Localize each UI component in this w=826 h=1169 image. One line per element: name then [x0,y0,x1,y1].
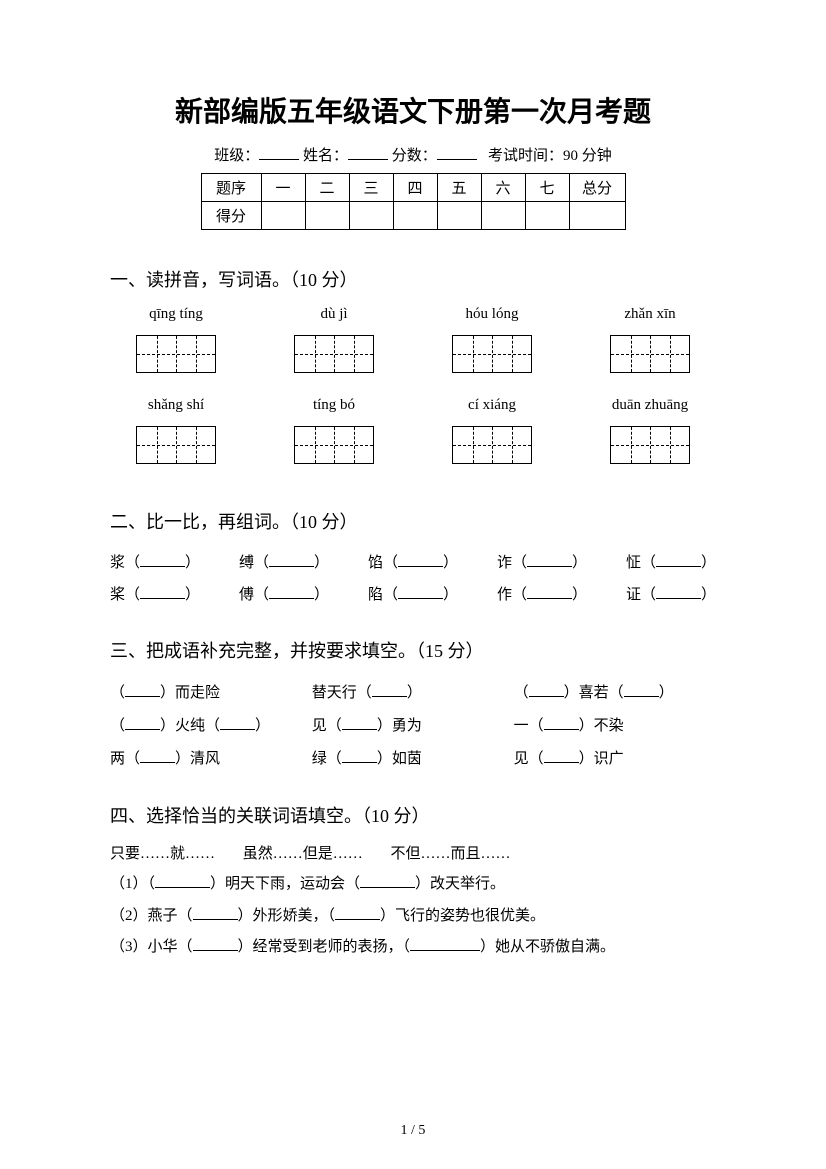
q4-options: 只要……就…… 虽然……但是…… 不但……而且…… [110,842,716,863]
score-label: 分数： [392,148,437,164]
char-box [136,335,216,373]
q2-heading: 二、比一比，再组词。（10 分） [110,508,716,534]
class-label: 班级： [214,148,259,164]
q3-heading: 三、把成语补充完整，并按要求填空。（15 分） [110,637,716,663]
q3-item: （）喜若（） [514,677,716,710]
q1-heading: 一、读拼音，写词语。（10 分） [110,266,716,292]
pinyin-label: duān zhuāng [590,397,710,414]
td-blank [437,202,481,230]
q3-item: 绿（）如茵 [312,743,514,776]
td-score-label: 得分 [201,202,261,230]
q2-item: 馅（） [368,548,458,580]
char-box [610,426,690,464]
pinyin-row-2-labels: shǎng shí tíng bó cí xiáng duān zhuāng [110,397,716,420]
q2-item: 证（） [626,580,716,612]
char-box [294,335,374,373]
q4-line: （1）（）明天下雨，运动会（）改天举行。 [110,869,716,901]
q4-heading: 四、选择恰当的关联词语填空。（10 分） [110,802,716,828]
td-blank [261,202,305,230]
q2-row: 浆（） 缚（） 馅（） 诈（） 怔（） [110,548,716,580]
q3-item: （）火纯（） [110,710,312,743]
q3-item: 见（）勇为 [312,710,514,743]
score-table: 题序 一 二 三 四 五 六 七 总分 得分 [201,173,626,230]
page-footer: 1 / 5 [0,1123,826,1139]
td-blank [569,202,625,230]
q4-option: 只要……就…… [110,846,215,862]
q4-line: （3）小华（）经常受到老师的表扬，（）她从不骄傲自满。 [110,932,716,964]
q3-content: （）而走险替天行（）（）喜若（） （）火纯（）见（）勇为一（）不染两（）清风绿（）… [110,677,716,776]
table-row: 题序 一 二 三 四 五 六 七 总分 [201,174,625,202]
th-seq: 题序 [201,174,261,202]
q2-item: 缚（） [239,548,329,580]
char-box [452,335,532,373]
th-6: 六 [481,174,525,202]
class-blank [259,146,299,160]
pinyin-label: hóu lóng [432,306,552,323]
pinyin-label: qīng tíng [116,306,236,323]
pinyin-label: dù jì [274,306,394,323]
q2-item: 傅（） [239,580,329,612]
q3-item: 替天行（） [312,677,514,710]
name-label: 姓名： [303,148,348,164]
pinyin-row-1-boxes [110,335,716,391]
th-total: 总分 [569,174,625,202]
q2-item: 桨（） [110,580,200,612]
q4-line: （2）燕子（）外形娇美，（）飞行的姿势也很优美。 [110,901,716,933]
name-blank [348,146,388,160]
pinyin-label: tíng bó [274,397,394,414]
td-blank [481,202,525,230]
q4-option: 不但……而且…… [391,846,511,862]
q2-item: 作（） [497,580,587,612]
pinyin-label: zhǎn xīn [590,306,710,323]
pinyin-row-2-boxes [110,426,716,482]
char-box [610,335,690,373]
td-blank [349,202,393,230]
th-1: 一 [261,174,305,202]
char-box [452,426,532,464]
q3-item: 两（）清风 [110,743,312,776]
td-blank [393,202,437,230]
q2-item: 怔（） [626,548,716,580]
score-blank [437,146,477,160]
q3-item: （）而走险 [110,677,312,710]
page-title: 新部编版五年级语文下册第一次月考题 [110,90,716,130]
th-4: 四 [393,174,437,202]
q2-row: 桨（） 傅（） 陷（） 作（） 证（） [110,580,716,612]
q4-option: 虽然……但是…… [243,846,363,862]
th-3: 三 [349,174,393,202]
time-label: 考试时间：90 分钟 [488,148,612,164]
table-row: 得分 [201,202,625,230]
char-box [294,426,374,464]
th-2: 二 [305,174,349,202]
q3-item: 一（）不染 [514,710,716,743]
th-5: 五 [437,174,481,202]
td-blank [305,202,349,230]
q3-item: 见（）识广 [514,743,716,776]
th-7: 七 [525,174,569,202]
info-line: 班级： 姓名： 分数： 考试时间：90 分钟 [110,144,716,165]
q2-item: 浆（） [110,548,200,580]
q2-item: 陷（） [368,580,458,612]
pinyin-label: shǎng shí [116,397,236,414]
q2-content: 浆（） 缚（） 馅（） 诈（） 怔（） 桨（） 傅（） 陷（） 作（） 证（） [110,548,716,611]
pinyin-row-1-labels: qīng tíng dù jì hóu lóng zhǎn xīn [110,306,716,329]
td-blank [525,202,569,230]
char-box [136,426,216,464]
pinyin-label: cí xiáng [432,397,552,414]
q2-item: 诈（） [497,548,587,580]
